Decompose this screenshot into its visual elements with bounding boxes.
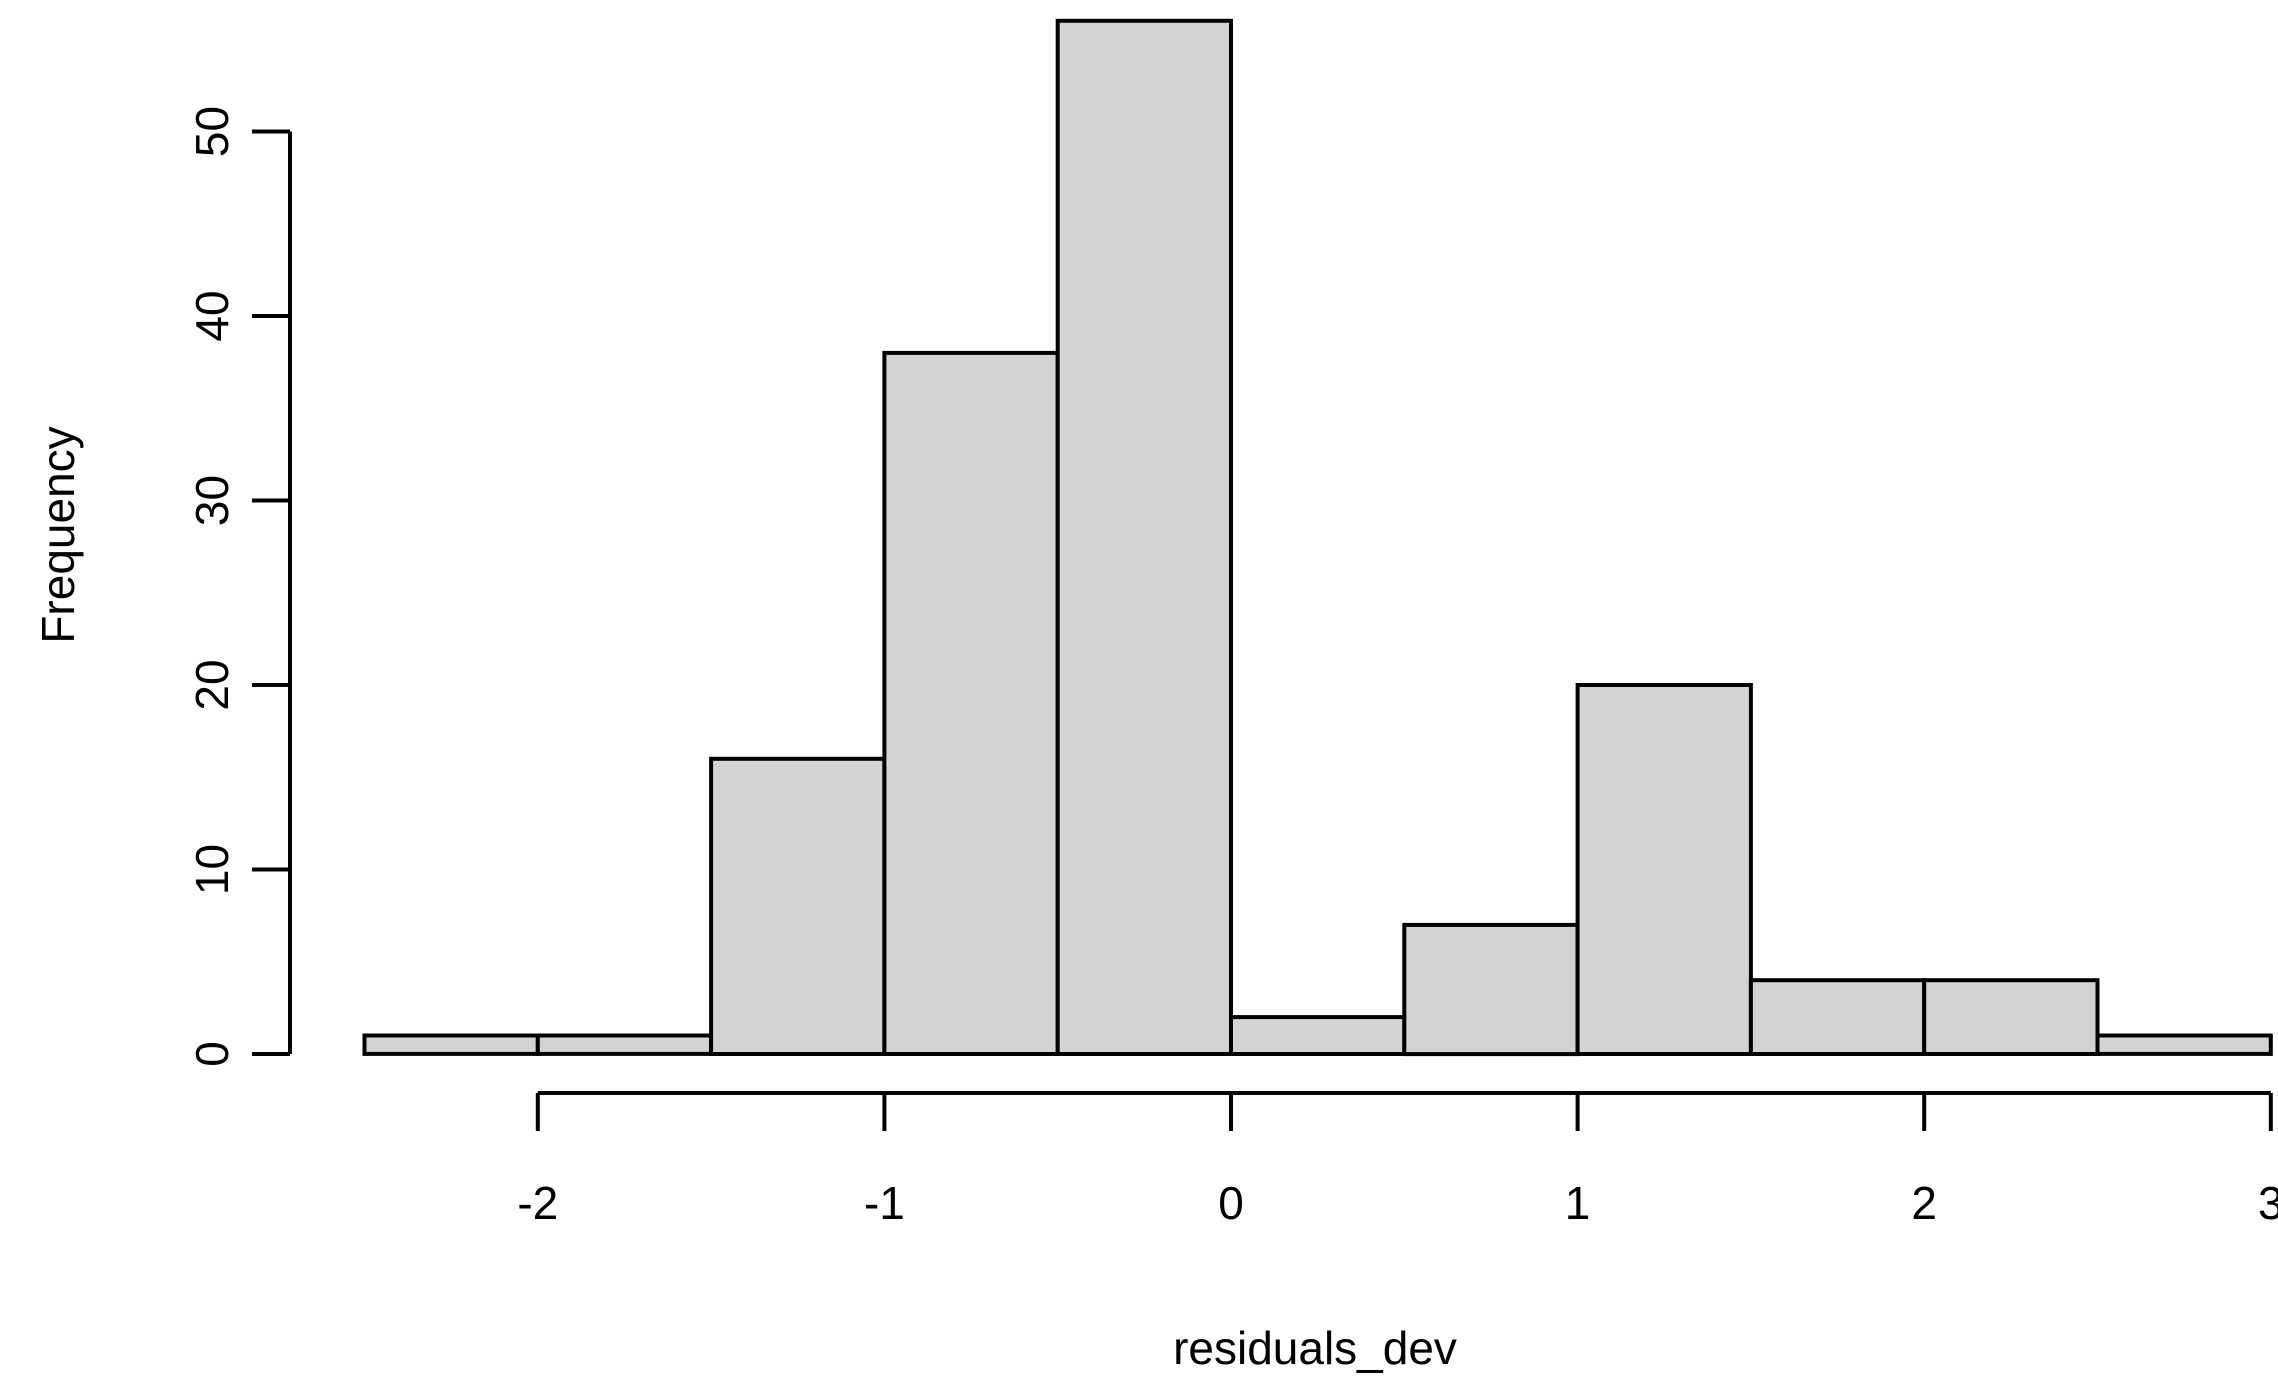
histogram-bar xyxy=(1402,922,1580,1057)
histogram-bar xyxy=(882,350,1060,1056)
histogram-bar xyxy=(362,1033,540,1056)
y-axis: 0 10 20 30 40 50 xyxy=(186,106,292,1067)
histogram-bar xyxy=(1229,1015,1407,1056)
histogram-bar xyxy=(1748,978,1927,1057)
x-tick-label: 0 xyxy=(1218,1177,1244,1229)
histogram-bar xyxy=(2095,1033,2273,1056)
x-tick-label: 2 xyxy=(1911,1177,1937,1229)
y-tick-label: 40 xyxy=(186,290,238,341)
histogram-bar xyxy=(1575,683,1753,1056)
y-tick-label: 20 xyxy=(186,659,238,710)
x-tick-label: 3 xyxy=(2258,1177,2278,1229)
y-tick-label: 10 xyxy=(186,844,238,895)
x-tick-label: -1 xyxy=(864,1177,905,1229)
histogram-bar xyxy=(1055,18,1233,1056)
y-tick-label: 50 xyxy=(186,106,238,157)
x-tick-label: -2 xyxy=(517,1177,558,1229)
bars-group xyxy=(362,18,2273,1057)
histogram-bar xyxy=(709,756,887,1056)
y-tick-label: 30 xyxy=(186,475,238,526)
x-tick-label: 1 xyxy=(1565,1177,1591,1229)
histogram-bar xyxy=(535,1033,714,1056)
histogram-bar xyxy=(1922,978,2100,1057)
y-tick-label: 0 xyxy=(186,1041,238,1067)
y-axis-title: Frequency xyxy=(32,426,84,643)
x-axis: -2 -1 0 1 2 3 xyxy=(517,1091,2278,1229)
x-axis-title: residuals_dev xyxy=(1173,1322,1457,1374)
